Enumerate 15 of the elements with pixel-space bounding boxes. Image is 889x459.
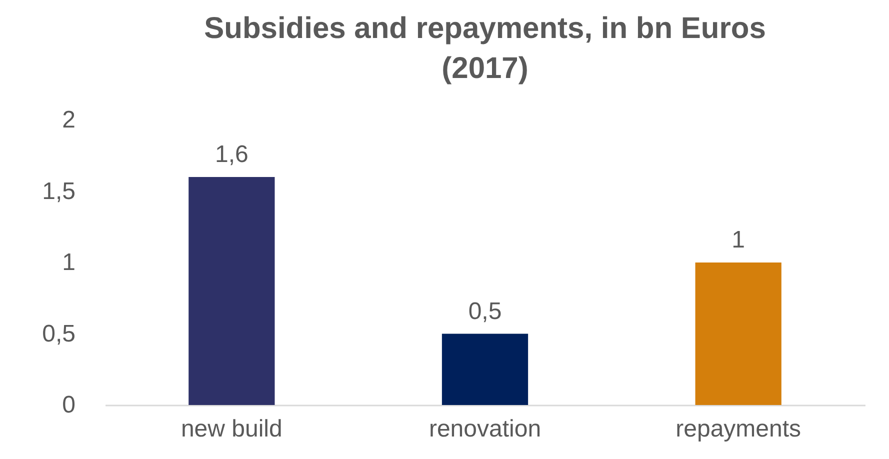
bar	[442, 334, 528, 405]
y-tick-label: 0	[62, 392, 76, 418]
y-tick-label: 1,5	[42, 178, 76, 205]
chart-title: Subsidies and repayments, in bn Euros (2017)	[204, 12, 766, 85]
x-tick-label: renovation	[428, 416, 542, 442]
bar	[188, 177, 275, 405]
y-tick-label: 1	[62, 249, 76, 276]
data-label: 0,5	[468, 298, 502, 325]
x-tick-label: new build	[180, 416, 282, 442]
data-label: 1	[732, 226, 746, 254]
y-tick-label: 2	[62, 106, 76, 134]
x-tick-label: repayments	[676, 416, 802, 442]
data-label: 1,6	[214, 141, 248, 168]
y-tick-label: 0,5	[42, 320, 76, 348]
bar	[695, 262, 782, 405]
